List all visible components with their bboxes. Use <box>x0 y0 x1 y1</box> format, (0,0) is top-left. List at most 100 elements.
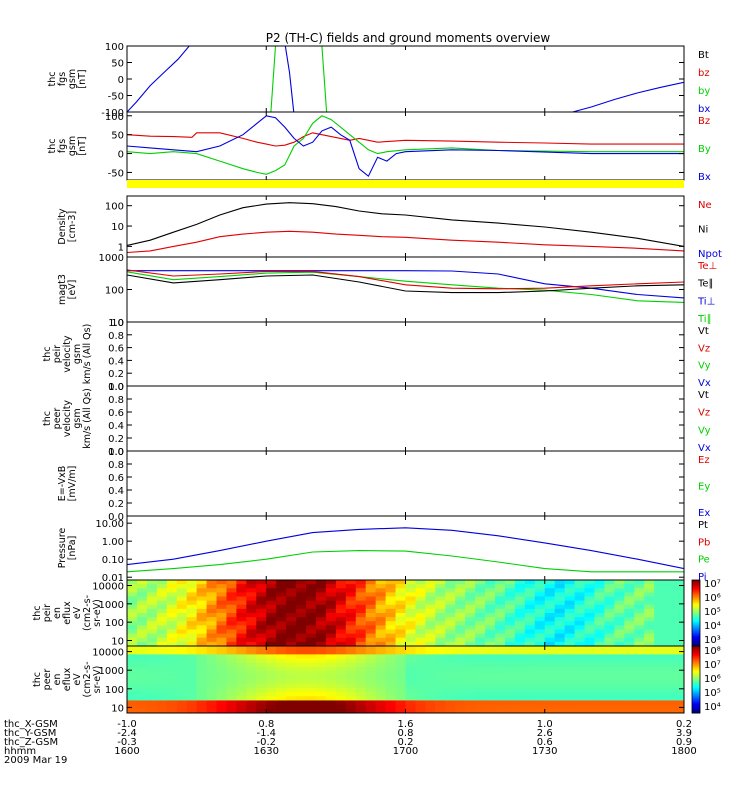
heatmap-cell <box>385 621 397 626</box>
heatmap-cell <box>196 658 208 664</box>
heatmap-cell <box>365 687 377 693</box>
x-axis-tick-label: 0.8 <box>398 728 414 739</box>
heatmap-cell <box>375 592 387 598</box>
heatmap-cell <box>465 633 476 639</box>
heatmap-cell <box>276 650 287 655</box>
heatmap-cell <box>604 608 615 614</box>
heatmap-cell <box>425 637 436 643</box>
heatmap-cell <box>345 596 357 602</box>
heatmap-cell <box>624 666 635 672</box>
heatmap-cell <box>325 633 337 639</box>
heatmap-cell <box>325 666 337 672</box>
heatmap-cell <box>584 625 596 631</box>
heatmap-cell <box>435 641 446 646</box>
heatmap-cell <box>514 580 526 585</box>
heatmap-cell <box>604 625 615 631</box>
heatmap-cell <box>624 596 635 602</box>
heatmap-cell <box>385 641 397 646</box>
y-axis-label: magt3 <box>57 274 68 305</box>
heatmap-cell <box>465 704 476 710</box>
heatmap-cell <box>455 658 466 664</box>
heatmap-cell <box>504 621 516 626</box>
heatmap-cell <box>385 629 397 635</box>
heatmap-cell <box>405 692 417 697</box>
heatmap-cell <box>495 625 506 631</box>
heatmap-cell <box>286 633 297 639</box>
heatmap-cell <box>614 696 625 702</box>
heatmap-cell <box>594 641 606 646</box>
y-tick-label: 0.8 <box>108 331 124 342</box>
heatmap-cell <box>644 675 655 681</box>
heatmap-cell <box>634 658 645 664</box>
heatmap-cell <box>206 641 218 646</box>
heatmap-cell <box>495 588 506 593</box>
y-tick-label: 100 <box>105 112 124 123</box>
heatmap-cell <box>335 692 347 697</box>
heatmap-cell <box>276 633 287 639</box>
colorbar-swatch <box>692 647 700 650</box>
heatmap-cell <box>186 637 198 643</box>
heatmap-cell <box>624 658 635 664</box>
heatmap-cell <box>644 692 655 697</box>
heatmap-cell <box>385 658 397 664</box>
colorbar-swatch <box>692 664 700 667</box>
heatmap-cell <box>236 613 247 618</box>
heatmap-cell <box>465 662 476 668</box>
heatmap-cell <box>127 621 138 626</box>
heatmap-cell <box>504 641 516 646</box>
heatmap-cell <box>614 687 625 693</box>
heatmap-cell <box>504 629 516 635</box>
heatmap-cell <box>395 641 407 646</box>
heatmap-cell <box>445 580 456 585</box>
heatmap-cell <box>445 696 456 702</box>
colorbar-swatch <box>692 671 700 674</box>
heatmap-cell <box>564 596 576 602</box>
heatmap-cell <box>405 654 417 660</box>
heatmap-cell <box>514 633 526 639</box>
heatmap-cell <box>385 588 397 593</box>
heatmap-cell <box>365 588 377 593</box>
heatmap-cell <box>156 675 168 681</box>
heatmap-cell <box>594 687 606 693</box>
heatmap-cell <box>435 625 446 631</box>
heatmap-cell <box>594 646 606 651</box>
heatmap-cell <box>405 704 417 710</box>
heatmap-cell <box>584 608 596 614</box>
heatmap-cell <box>226 658 238 664</box>
heatmap-cell <box>425 604 436 610</box>
heatmap-cell <box>415 621 426 626</box>
heatmap-cell <box>325 683 337 689</box>
heatmap-cell <box>594 617 606 622</box>
heatmap-cell <box>166 641 178 646</box>
heatmap-cell <box>614 671 625 676</box>
heatmap-cell <box>465 683 476 689</box>
heatmap-cell <box>475 696 486 702</box>
heatmap-cell <box>475 683 486 689</box>
heatmap-cell <box>594 588 606 593</box>
heatmap-cell <box>186 629 198 635</box>
heatmap-cell <box>127 666 138 672</box>
heatmap-cell <box>375 708 387 713</box>
heatmap-cell <box>455 633 466 639</box>
heatmap-cell <box>604 629 615 635</box>
heatmap-cell <box>504 600 516 606</box>
heatmap-cell <box>216 584 228 589</box>
heatmap-cell <box>644 584 655 589</box>
series-line-Te⊥ <box>127 269 684 290</box>
heatmap-cell <box>395 692 407 697</box>
heatmap-cell <box>276 613 287 618</box>
heatmap-cell <box>425 671 436 676</box>
y-axis-label: [cm-3] <box>67 211 78 242</box>
legend-entry: by <box>698 86 710 97</box>
heatmap-cell <box>544 700 556 706</box>
heatmap-cell <box>335 696 347 702</box>
heatmap-cell <box>664 596 675 602</box>
heatmap-cell <box>455 704 466 710</box>
y-axis-label: Density <box>57 208 68 244</box>
heatmap-cell <box>335 596 347 602</box>
colorbar-swatch <box>692 616 700 619</box>
heatmap-cell <box>306 662 317 668</box>
heatmap-cell <box>544 650 556 655</box>
heatmap-cell <box>574 592 586 598</box>
heatmap-cell <box>554 646 566 651</box>
